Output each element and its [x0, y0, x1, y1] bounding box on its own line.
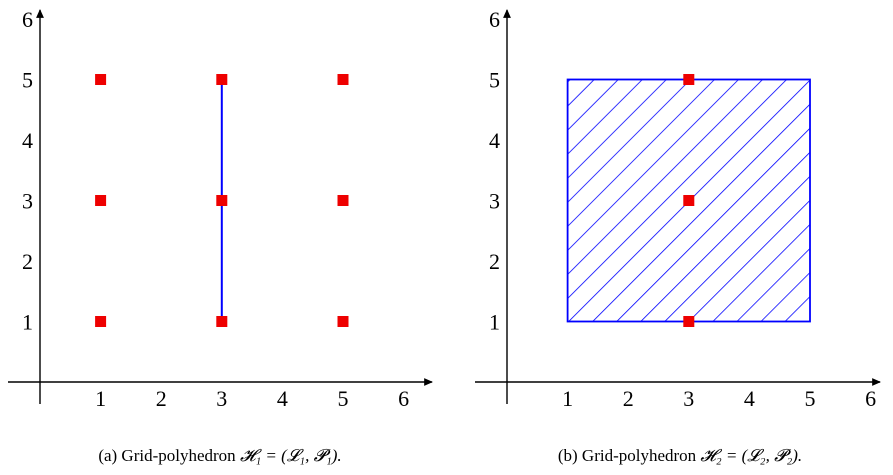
- grid-point: [95, 195, 107, 206]
- figure: 1 2 3 4 5 6 1 2 3 4 5 6 1 2 3 4 5 6 1 2 3 4 5 6: [8, 7, 881, 411]
- x-tick-label: 6: [865, 386, 876, 411]
- y-tick-label: 4: [489, 128, 500, 153]
- grid-point: [683, 316, 695, 327]
- x-tick-label: 3: [683, 386, 694, 411]
- caption-a-prefix: (a) Grid-polyhedron: [98, 446, 236, 465]
- grid-point: [216, 316, 228, 327]
- grid-point: [683, 195, 695, 206]
- grid-point: [683, 74, 695, 85]
- x-tick-label: 5: [338, 386, 349, 411]
- caption-b-math: 𝓗₂ = (𝓛₂, 𝓟₂).: [700, 446, 803, 465]
- panel-b-plot: 1 2 3 4 5 6 1 2 3 4 5 6: [475, 7, 881, 411]
- x-tick-label: 4: [744, 386, 755, 411]
- y-tick-label: 2: [489, 249, 500, 274]
- x-tick-label: 1: [95, 386, 106, 411]
- y-tick-label: 4: [22, 128, 33, 153]
- y-tick-label: 6: [489, 7, 500, 32]
- grid-point: [95, 316, 107, 327]
- y-tick-label: 6: [22, 7, 33, 32]
- x-tick-label: 5: [805, 386, 816, 411]
- x-tick-label: 2: [156, 386, 167, 411]
- y-tick-label: 5: [489, 68, 500, 93]
- x-tick-label: 2: [623, 386, 634, 411]
- y-tick-label: 2: [22, 249, 33, 274]
- grid-point: [216, 195, 228, 206]
- grid-point: [337, 316, 349, 327]
- panel-a-plot: 1 2 3 4 5 6 1 2 3 4 5 6: [8, 7, 433, 411]
- grid-point: [95, 74, 107, 85]
- y-tick-label: 1: [489, 310, 500, 335]
- x-tick-label: 6: [398, 386, 409, 411]
- y-tick-label: 3: [22, 189, 33, 214]
- caption-a-math: 𝓗₁ = (𝓛₁, 𝓟₁).: [239, 446, 342, 465]
- x-tick-label: 1: [562, 386, 573, 411]
- grid-point: [337, 74, 349, 85]
- caption-b: (b) Grid-polyhedron 𝓗₂ = (𝓛₂, 𝓟₂).: [470, 446, 890, 466]
- y-tick-label: 1: [22, 310, 33, 335]
- x-tick-label: 3: [216, 386, 227, 411]
- x-tick-label: 4: [277, 386, 288, 411]
- caption-a: (a) Grid-polyhedron 𝓗₁ = (𝓛₁, 𝓟₁).: [20, 446, 420, 466]
- grid-point: [337, 195, 349, 206]
- grid-point: [216, 74, 228, 85]
- caption-b-prefix: (b) Grid-polyhedron: [557, 446, 697, 465]
- y-tick-label: 3: [489, 189, 500, 214]
- y-tick-label: 5: [22, 68, 33, 93]
